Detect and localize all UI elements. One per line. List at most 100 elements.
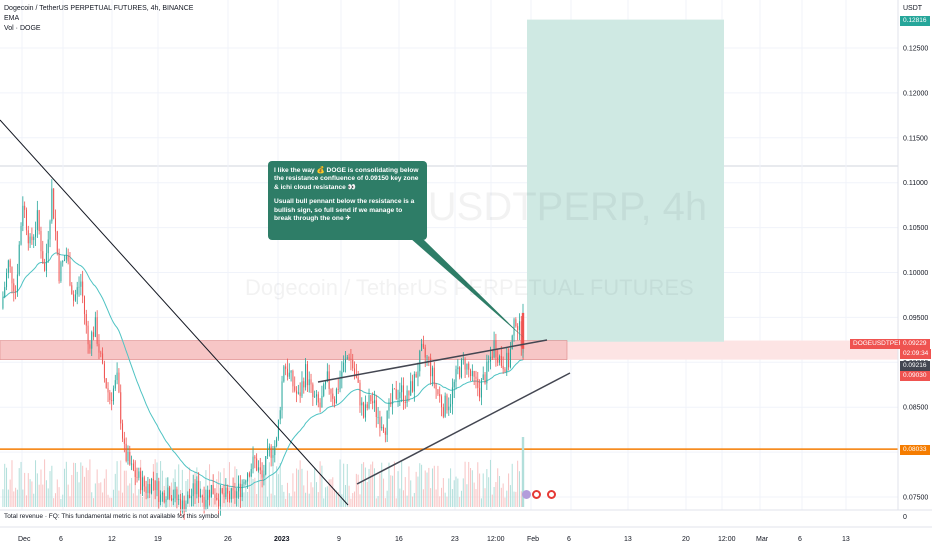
us-flag-event-icon-2[interactable] [547,490,556,499]
candle-body [370,395,372,402]
volume-bar [60,498,62,507]
volume-bar [11,460,13,507]
volume-bar [504,497,506,507]
candle-body [11,266,13,284]
symbol-price-tag: DOGEUSDTPERP [850,339,911,349]
volume-bar [446,496,448,507]
candle-body [413,373,415,392]
candle-body [518,321,520,331]
candle-body [42,251,44,264]
candle-body [214,494,216,498]
candle-body [15,291,17,293]
volume-indicator-label[interactable]: Vol · DOGE [4,25,41,32]
volume-bar [47,488,49,507]
volume-bar [497,468,499,507]
candle-body [393,388,395,390]
volume-bar [317,492,319,507]
volume-bar [482,473,484,507]
pennant-upper-line [317,339,548,383]
candle-body [51,188,53,222]
last-price-tag: 0.09229 [900,339,930,349]
candle-body [98,343,100,353]
candle-body [194,483,196,495]
candle-body [83,296,85,315]
candle-body [49,221,51,240]
volume-bar [228,462,230,507]
volume-bar [402,490,404,507]
volume-bar [508,473,510,507]
candle-body [480,379,482,398]
volume-bar [433,465,435,507]
volume-bar [509,485,511,507]
candle-body [272,455,274,458]
candle-body [515,319,517,327]
candle-body [475,376,477,379]
lightning-event-icon[interactable] [522,490,531,499]
candle-body [281,381,283,411]
candle-body [187,494,189,504]
annotation-pointer [410,238,524,338]
volume-bar [292,473,294,507]
candle-body [105,378,107,389]
candle-body [306,364,308,386]
volume-bar [151,486,153,507]
candle-body [234,490,236,498]
volume-bar [468,461,470,507]
candle-body [323,384,325,396]
volume-bar [305,492,307,507]
candle-body [129,451,131,465]
time-tick-label: 6 [798,536,802,543]
volume-bar [36,473,38,507]
ema-indicator-label[interactable]: EMA [4,15,20,22]
volume-bar [170,482,172,507]
volume-bar [339,459,341,507]
candle-body [299,392,301,396]
candle-body [410,381,412,396]
volume-bar [444,492,446,507]
candles [2,179,525,520]
candle-body [185,503,187,512]
symbol-title[interactable]: Dogecoin / TetherUS PERPETUAL FUTURES, 4… [4,5,194,12]
volume-bar [379,473,381,507]
candle-body [337,389,339,390]
volume-bar [210,491,212,507]
volume-bar [361,463,363,507]
volume-bar [22,489,24,507]
idea-annotation[interactable]: I like the way 💰 DOGE is consolidating b… [268,161,427,240]
candle-body [508,352,510,368]
candle-body [56,231,58,253]
candle-body [36,210,38,230]
volume-bar [460,490,462,507]
volume-bar [69,496,71,507]
candle-body [270,446,272,458]
volume-bar [107,494,109,507]
volume-bar [334,488,336,507]
candle-body [254,456,256,459]
volume-bar [491,494,493,507]
volume-bar [87,470,89,507]
volume-bar [44,459,46,507]
volume-bar [274,495,276,507]
candle-body [412,381,414,392]
volume-bar [129,483,131,507]
volume-bar [373,468,375,507]
volume-bar [205,470,207,507]
candle-body [297,392,299,394]
candle-body [426,357,428,359]
volume-bar [286,482,288,507]
volume-bar [212,498,214,507]
volume-bar [116,461,118,507]
volume-bar [131,477,133,507]
us-flag-event-icon[interactable] [532,490,541,499]
candle-body [502,365,504,370]
candle-body [74,294,76,301]
candle-body [288,372,290,377]
volume-bar [439,496,441,507]
candle-body [252,456,254,469]
volume-bar [368,468,370,507]
volume-bar [495,482,497,507]
time-tick-label: Mar [756,536,769,543]
candle-body [466,363,468,370]
volume-bar [42,484,44,507]
